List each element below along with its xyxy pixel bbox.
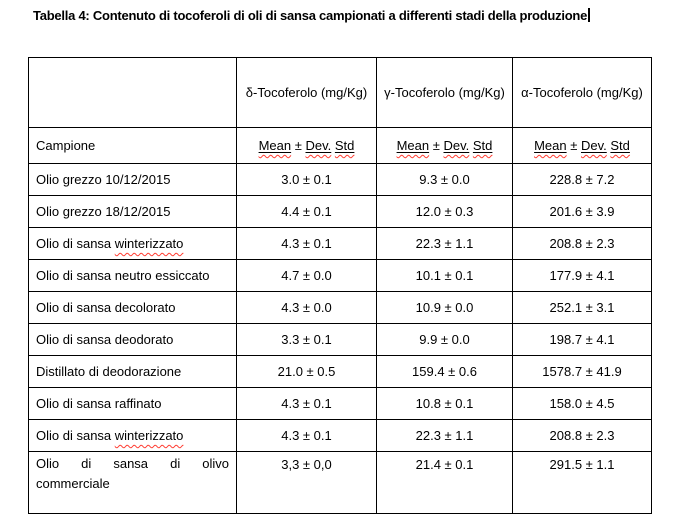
sample-cell[interactable]: Olio di sansa winterizzato <box>28 419 237 452</box>
sample-label: Olio di sansa raffinato <box>36 396 162 411</box>
stat-mean-underlined: Mean <box>534 138 567 153</box>
delta-value-cell[interactable]: 4.3 ± 0.1 <box>236 419 377 452</box>
sample-cell[interactable]: Olio di sansa winterizzato <box>28 227 237 260</box>
stat-std: Std <box>472 138 493 153</box>
table-caption[interactable]: Tabella 4: Contenuto di tocoferoli di ol… <box>33 8 590 23</box>
alpha-value-cell[interactable]: 208.8 ± 2.3 <box>512 227 652 260</box>
table-row: Olio di sansa decolorato 4.3 ± 0.0 10.9 … <box>28 291 652 324</box>
plus-minus-sign: ± <box>570 138 578 153</box>
campione-header-cell[interactable]: Campione <box>28 127 237 164</box>
delta-value-cell[interactable]: 3.0 ± 0.1 <box>236 163 377 196</box>
sample-cell[interactable]: Olio grezzo 10/12/2015 <box>28 163 237 196</box>
sample-label: Olio di sansa di olivo commerciale <box>36 456 229 491</box>
stat-dev: Dev. <box>443 138 470 153</box>
stat-std-underlined: Std <box>473 138 493 153</box>
misspelled-word: winterizzato <box>114 428 184 443</box>
gamma-value-cell[interactable]: 21.4 ± 0.1 <box>376 451 513 514</box>
stat-std: Std <box>610 138 630 153</box>
alpha-value-cell[interactable]: 228.8 ± 7.2 <box>512 163 652 196</box>
alpha-value-cell[interactable]: 201.6 ± 3.9 <box>512 195 652 228</box>
stat-mean: Mean <box>534 138 567 153</box>
sample-cell[interactable]: Olio di sansa deodorato <box>28 323 237 356</box>
misspelled-word: winterizzato <box>114 236 184 251</box>
gamma-value-cell[interactable]: 10.1 ± 0.1 <box>376 259 513 292</box>
column-header-alpha[interactable]: α-Tocoferolo (mg/Kg) <box>512 57 652 128</box>
plus-minus-sign: ± <box>432 138 440 153</box>
sample-cell[interactable]: Olio grezzo 18/12/2015 <box>28 195 237 228</box>
gamma-value-cell[interactable]: 9.3 ± 0.0 <box>376 163 513 196</box>
table-row: Olio di sansa deodorato 3.3 ± 0.1 9.9 ± … <box>28 323 652 356</box>
alpha-value-cell[interactable]: 158.0 ± 4.5 <box>512 387 652 420</box>
stat-dev-underlined: Dev. <box>581 138 607 153</box>
delta-value-cell[interactable]: 3,3 ± 0,0 <box>236 451 377 514</box>
table-row: Olio di sansa raffinato 4.3 ± 0.1 10.8 ±… <box>28 387 652 420</box>
stat-mean: Mean <box>396 138 430 153</box>
gamma-value-cell[interactable]: 22.3 ± 1.1 <box>376 419 513 452</box>
stat-dev-underlined: Dev. <box>444 138 470 153</box>
sample-cell[interactable]: Olio di sansa di olivo commerciale <box>28 451 237 514</box>
sample-label: Olio grezzo 10/12/2015 <box>36 172 171 187</box>
gamma-value-cell[interactable]: 159.4 ± 0.6 <box>376 355 513 388</box>
stat-dev-underlined: Dev. <box>306 138 332 153</box>
table-caption-text: Tabella 4: Contenuto di tocoferoli di ol… <box>33 8 588 23</box>
subheader-row: Campione Mean ± Dev. Std Mean ± Dev. Std… <box>28 127 652 164</box>
alpha-value-cell[interactable]: 198.7 ± 4.1 <box>512 323 652 356</box>
alpha-value-cell[interactable]: 291.5 ± 1.1 <box>512 451 652 514</box>
table-row: Olio grezzo 18/12/2015 4.4 ± 0.1 12.0 ± … <box>28 195 652 228</box>
stat-dev: Dev. <box>581 138 607 153</box>
table-row: Olio di sansa di olivo commerciale 3,3 ±… <box>28 451 652 514</box>
alpha-value-cell[interactable]: 177.9 ± 4.1 <box>512 259 652 292</box>
sample-cell[interactable]: Olio di sansa neutro essiccato <box>28 259 237 292</box>
sample-cell[interactable]: Distillato di deodorazione <box>28 355 237 388</box>
table-row: Olio di sansa neutro essiccato 4.7 ± 0.0… <box>28 259 652 292</box>
stat-std-underlined: Std <box>610 138 630 153</box>
text-cursor <box>588 8 590 22</box>
gamma-value-cell[interactable]: 10.8 ± 0.1 <box>376 387 513 420</box>
delta-value-cell[interactable]: 3.3 ± 0.1 <box>236 323 377 356</box>
stat-std-underlined: Std <box>335 138 355 153</box>
table-row: Olio di sansa winterizzato 4.3 ± 0.1 22.… <box>28 227 652 260</box>
stat-std: Std <box>334 138 355 153</box>
sample-cell[interactable]: Olio di sansa raffinato <box>28 387 237 420</box>
delta-value-cell[interactable]: 4.7 ± 0.0 <box>236 259 377 292</box>
column-header-delta[interactable]: δ-Tocoferolo (mg/Kg) <box>236 57 377 128</box>
sample-label: Distillato di deodorazione <box>36 364 182 379</box>
delta-value-cell[interactable]: 4.3 ± 0.1 <box>236 227 377 260</box>
sample-label: Olio di sansa <box>36 236 115 251</box>
sample-label: Olio di sansa neutro essiccato <box>36 268 210 283</box>
sample-cell[interactable]: Olio di sansa decolorato <box>28 291 237 324</box>
sample-label: Olio grezzo 18/12/2015 <box>36 204 171 219</box>
stat-mean-underlined: Mean <box>259 138 292 153</box>
alpha-value-cell[interactable]: 1578.7 ± 41.9 <box>512 355 652 388</box>
sample-label: Olio di sansa deodorato <box>36 332 174 347</box>
delta-value-cell[interactable]: 4.4 ± 0.1 <box>236 195 377 228</box>
corner-cell[interactable] <box>28 57 237 128</box>
stat-header-cell-gamma[interactable]: Mean ± Dev. Std <box>376 127 513 164</box>
delta-value-cell[interactable]: 4.3 ± 0.0 <box>236 291 377 324</box>
plus-minus-sign: ± <box>294 138 302 153</box>
table-row: Olio grezzo 10/12/2015 3.0 ± 0.1 9.3 ± 0… <box>28 163 652 196</box>
sample-label: Olio di sansa decolorato <box>36 300 176 315</box>
delta-value-cell[interactable]: 4.3 ± 0.1 <box>236 387 377 420</box>
gamma-value-cell[interactable]: 22.3 ± 1.1 <box>376 227 513 260</box>
column-header-gamma[interactable]: γ-Tocoferolo (mg/Kg) <box>376 57 513 128</box>
table-row: Olio di sansa winterizzato 4.3 ± 0.1 22.… <box>28 419 652 452</box>
alpha-value-cell[interactable]: 252.1 ± 3.1 <box>512 291 652 324</box>
gamma-value-cell[interactable]: 9.9 ± 0.0 <box>376 323 513 356</box>
table-header-row: δ-Tocoferolo (mg/Kg) γ-Tocoferolo (mg/Kg… <box>28 57 652 128</box>
sample-label: Olio di sansa <box>36 428 115 443</box>
stat-mean: Mean <box>258 138 292 153</box>
alpha-value-cell[interactable]: 208.8 ± 2.3 <box>512 419 652 452</box>
table-row: Distillato di deodorazione 21.0 ± 0.5 15… <box>28 355 652 388</box>
gamma-value-cell[interactable]: 10.9 ± 0.0 <box>376 291 513 324</box>
gamma-value-cell[interactable]: 12.0 ± 0.3 <box>376 195 513 228</box>
tocopherol-table: δ-Tocoferolo (mg/Kg) γ-Tocoferolo (mg/Kg… <box>28 57 652 514</box>
stat-header-cell-alpha[interactable]: Mean ± Dev. Std <box>512 127 652 164</box>
stat-header-cell-delta[interactable]: Mean ± Dev. Std <box>236 127 377 164</box>
delta-value-cell[interactable]: 21.0 ± 0.5 <box>236 355 377 388</box>
stat-dev: Dev. <box>305 138 332 153</box>
stat-mean-underlined: Mean <box>397 138 430 153</box>
